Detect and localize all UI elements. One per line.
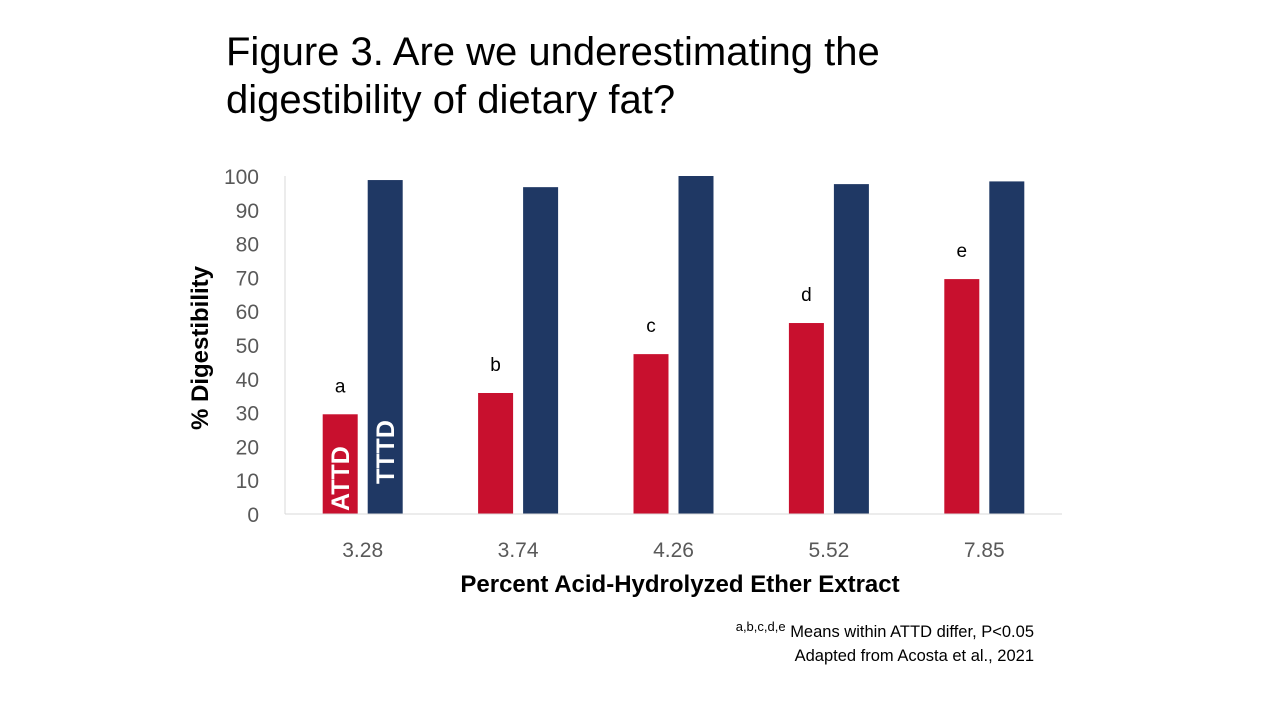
y-tick-label: 70 bbox=[236, 267, 259, 290]
y-tick-label: 60 bbox=[236, 301, 259, 324]
footnote-source: Adapted from Acosta et al., 2021 bbox=[794, 647, 1034, 665]
bar-tttd bbox=[678, 176, 714, 514]
bar-attd bbox=[944, 279, 980, 514]
title-line-1: Figure 3. Are we underestimating the bbox=[226, 30, 880, 74]
y-axis-label: % Digestibility bbox=[187, 265, 214, 430]
bar-attd bbox=[322, 414, 358, 514]
significance-letter: d bbox=[801, 285, 812, 306]
y-tick-label: 90 bbox=[236, 200, 259, 223]
bar-attd bbox=[788, 323, 824, 514]
figure-title: Figure 3. Are we underestimating the dig… bbox=[226, 28, 1126, 124]
bar-attd bbox=[478, 392, 514, 514]
footnote-superscript: a,b,c,d,e bbox=[735, 619, 786, 634]
y-tick-label: 0 bbox=[247, 504, 259, 527]
y-tick-label: 10 bbox=[236, 470, 259, 493]
legend-label-tttd: TTTD bbox=[372, 420, 400, 484]
significance-letter: a bbox=[335, 376, 346, 397]
title-line-2: digestibility of dietary fat? bbox=[226, 78, 676, 122]
x-tick-label: 7.85 bbox=[964, 539, 1005, 562]
bar-tttd bbox=[833, 184, 869, 514]
y-tick-label: 20 bbox=[236, 436, 259, 459]
bar-tttd bbox=[523, 187, 559, 515]
significance-letter: e bbox=[957, 241, 968, 262]
footnote-significance: Means within ATTD differ, P<0.05 bbox=[790, 623, 1034, 641]
x-axis: 3.28 3.74 4.26 5.52 7.85 bbox=[285, 513, 1062, 562]
bar-attd bbox=[633, 354, 669, 514]
y-tick-label: 30 bbox=[236, 403, 259, 426]
x-axis-label: Percent Acid-Hydrolyzed Ether Extract bbox=[460, 571, 899, 598]
y-tick-label: 40 bbox=[236, 369, 259, 392]
y-axis: 0 10 20 30 40 50 60 70 80 90 100 bbox=[224, 166, 286, 527]
x-tick-label: 5.52 bbox=[808, 539, 849, 562]
y-tick-label: 100 bbox=[224, 166, 259, 189]
significance-letter: c bbox=[646, 316, 656, 337]
x-tick-label: 4.26 bbox=[653, 539, 694, 562]
significance-letter: b bbox=[490, 355, 501, 376]
bar-tttd bbox=[367, 180, 403, 514]
footnote: a,b,c,d,e Means within ATTD differ, P<0.… bbox=[736, 615, 1034, 668]
x-tick-label: 3.28 bbox=[342, 539, 383, 562]
y-tick-label: 50 bbox=[236, 335, 259, 358]
y-tick-label: 80 bbox=[236, 234, 259, 257]
x-tick-label: 3.74 bbox=[498, 539, 539, 562]
legend-label-attd: ATTD bbox=[327, 446, 355, 511]
bar-tttd bbox=[989, 181, 1025, 514]
bars: a ATTD TTTD b c d e bbox=[322, 176, 1025, 515]
